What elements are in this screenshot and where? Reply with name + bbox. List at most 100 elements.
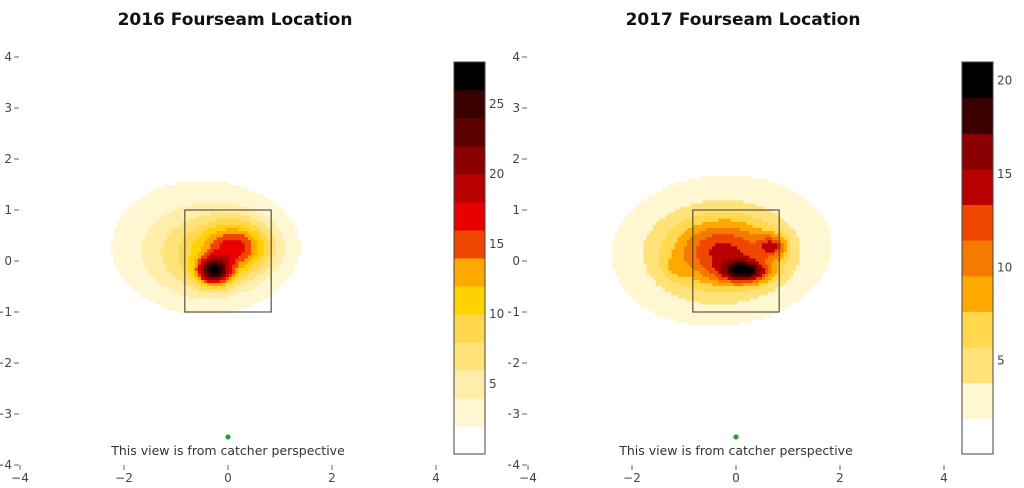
- density-cell: [627, 239, 632, 244]
- density-cell: [680, 242, 685, 247]
- density-cell: [188, 251, 193, 256]
- density-cell: [618, 291, 623, 296]
- density-cell: [279, 209, 283, 213]
- density-cell: [219, 215, 224, 219]
- density-cell: [254, 175, 258, 179]
- density-cell: [201, 279, 205, 284]
- density-cell: [232, 273, 236, 277]
- density-cell: [244, 224, 249, 228]
- density-cell: [154, 251, 158, 256]
- density-cell: [637, 276, 641, 280]
- density-cell: [263, 261, 268, 265]
- density-cell: [634, 205, 638, 210]
- density-cell: [116, 288, 121, 293]
- density-cell: [238, 178, 243, 183]
- density-cell: [288, 279, 292, 284]
- density-cell: [684, 248, 688, 253]
- density-cell: [179, 178, 183, 183]
- density-cell: [235, 199, 239, 204]
- density-cell: [107, 236, 112, 241]
- density-cell: [640, 297, 644, 302]
- density-cell: [247, 175, 252, 179]
- density-cell: [279, 248, 283, 253]
- density-cell: [188, 242, 193, 247]
- density-cell: [627, 291, 632, 296]
- density-cell: [618, 306, 623, 311]
- density-cell: [297, 282, 302, 287]
- density-cell: [602, 251, 607, 256]
- density-cell: [191, 199, 196, 204]
- density-cell: [285, 239, 289, 244]
- density-cell: [241, 212, 246, 216]
- density-cell: [307, 221, 311, 225]
- density-cell: [631, 267, 635, 271]
- density-cell: [160, 172, 165, 176]
- density-cell: [272, 202, 277, 207]
- density-cell: [197, 236, 202, 241]
- density-cell: [627, 257, 632, 262]
- density-cell: [665, 215, 669, 219]
- density-cell: [275, 218, 280, 222]
- density-cell: [596, 248, 601, 253]
- density-cell: [157, 166, 161, 170]
- density-cell: [618, 199, 623, 204]
- density-cell: [640, 288, 644, 293]
- density-cell: [684, 233, 688, 238]
- density-cell: [646, 193, 651, 198]
- density-cell: [188, 193, 193, 198]
- density-cell: [238, 254, 243, 259]
- density-cell: [699, 257, 704, 262]
- density-cell: [257, 297, 261, 302]
- density-cell: [169, 205, 174, 210]
- density-cell: [285, 236, 289, 241]
- density-cell: [680, 202, 685, 207]
- density-cell: [101, 242, 105, 247]
- density-cell: [674, 300, 679, 305]
- density-cell: [677, 178, 682, 183]
- density-cell: [235, 184, 239, 189]
- density-cell: [257, 215, 261, 219]
- density-cell: [637, 261, 641, 265]
- density-cell: [204, 187, 208, 192]
- density-cell: [119, 273, 124, 277]
- density-cell: [229, 209, 233, 213]
- density-cell: [98, 218, 102, 222]
- density-cell: [169, 166, 174, 170]
- density-cell: [705, 233, 710, 238]
- density-cell: [154, 212, 158, 216]
- x-tick-label: 2: [328, 471, 336, 485]
- density-cell: [126, 285, 130, 290]
- density-cell: [219, 270, 224, 274]
- density-cell: [222, 172, 227, 176]
- density-cell: [659, 251, 663, 256]
- density-cell: [618, 205, 623, 210]
- density-cell: [141, 227, 146, 231]
- density-cell: [693, 248, 698, 253]
- density-cell: [119, 236, 124, 241]
- density-cell: [201, 254, 205, 259]
- density-cell: [646, 218, 651, 222]
- density-cell: [272, 196, 277, 201]
- density-cell: [687, 187, 691, 192]
- density-cell: [172, 306, 177, 311]
- density-cell: [696, 236, 701, 241]
- density-cell: [627, 285, 632, 290]
- density-cell: [266, 303, 271, 308]
- density-cell: [621, 233, 626, 238]
- density-cell: [705, 322, 710, 326]
- density-cell: [621, 297, 626, 302]
- density-cell: [637, 178, 641, 183]
- density-cell: [671, 193, 676, 198]
- density-cell: [160, 221, 165, 225]
- density-cell: [699, 285, 704, 290]
- density-cell: [693, 325, 698, 329]
- density-cell: [229, 178, 233, 183]
- density-cell: [210, 181, 214, 186]
- density-cell: [254, 291, 258, 296]
- density-cell: [668, 248, 673, 253]
- density-cell: [213, 270, 218, 274]
- density-cell: [285, 291, 289, 296]
- density-cell: [310, 230, 314, 235]
- density-cell: [154, 215, 158, 219]
